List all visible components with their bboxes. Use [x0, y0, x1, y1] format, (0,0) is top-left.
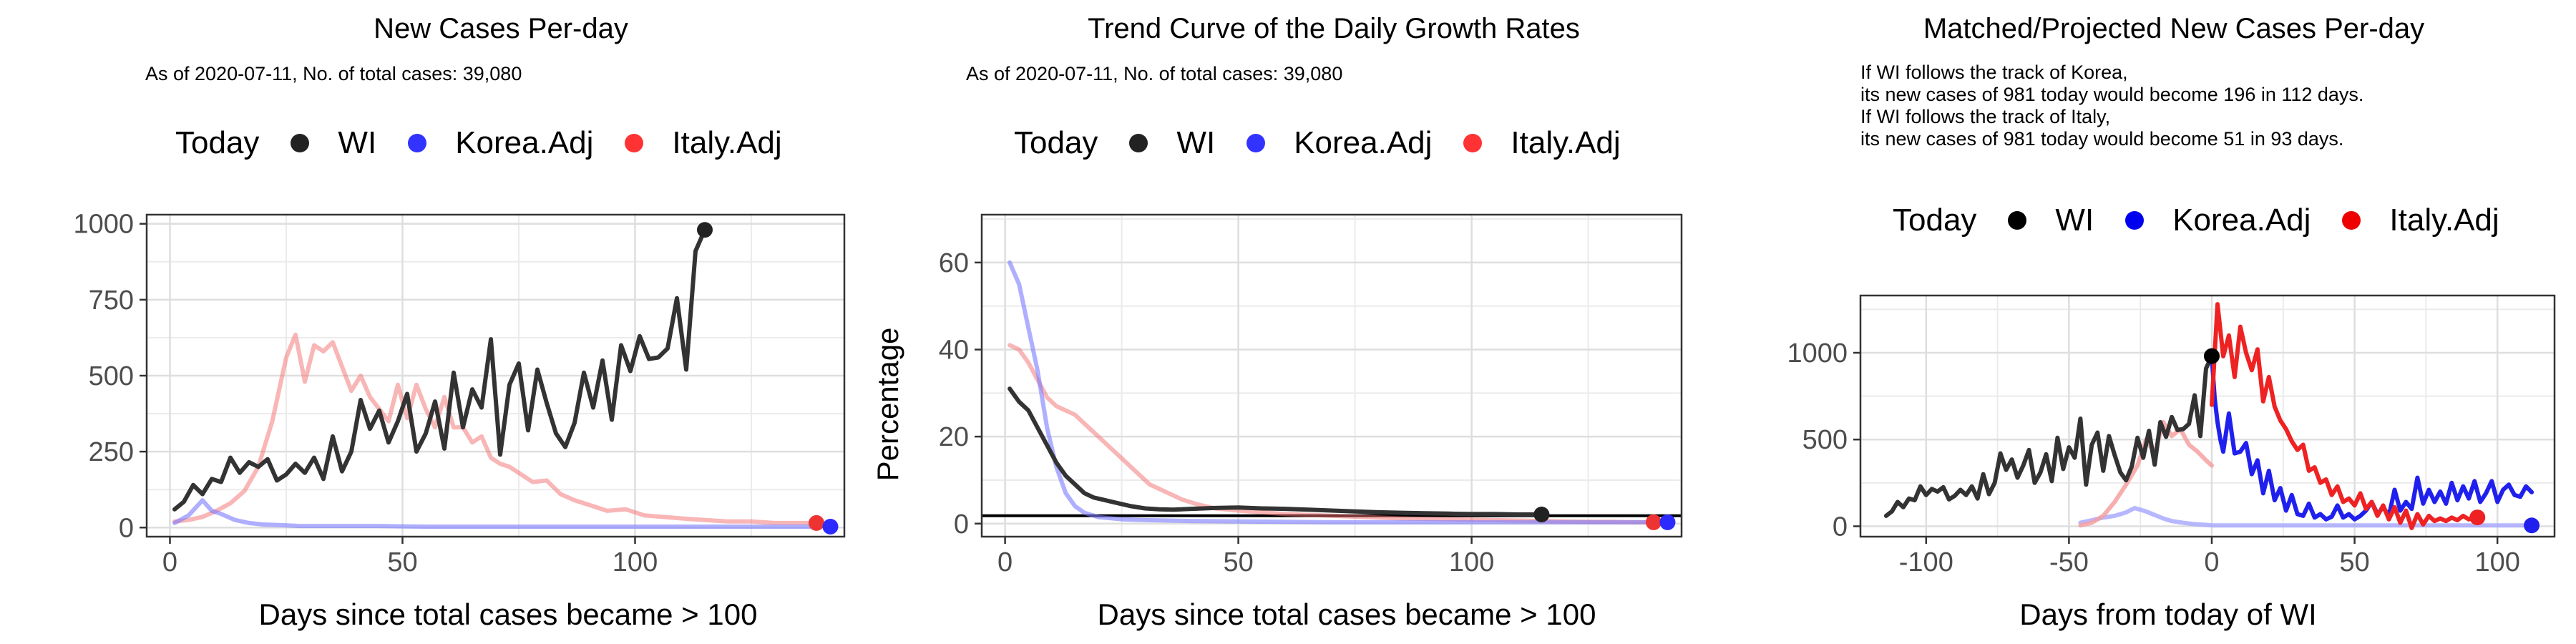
- x-tick-label: 0: [2204, 547, 2219, 577]
- annotation-line: If WI follows the track of Korea,: [1860, 62, 2128, 83]
- today-point-wi: [697, 222, 713, 238]
- legend-label-wi: WI: [338, 125, 377, 160]
- legend-item-wi: WI: [291, 125, 376, 161]
- legend-label-italy: Italy.Adj: [672, 125, 782, 160]
- series-group: [172, 228, 824, 529]
- series-group: [1883, 302, 2534, 530]
- legend-item-italy: Italy.Adj: [2342, 203, 2499, 238]
- series-line-italy-adj: [172, 332, 819, 525]
- today-point-italy-adj: [1645, 514, 1662, 530]
- legend-item-korea: Korea.Adj: [408, 125, 593, 161]
- chart-title: Trend Curve of the Daily Growth Rates: [1088, 13, 1580, 44]
- series-line-italy-adj: [1008, 343, 1656, 525]
- series-line-italy-adj: [2210, 302, 2480, 530]
- legend-label-wi: WI: [1176, 125, 1216, 160]
- y-tick-label: 0: [954, 509, 969, 540]
- y-tick-label: 500: [1802, 425, 1848, 455]
- y-tick-label: 250: [89, 437, 134, 467]
- legend-item-korea: Korea.Adj: [1246, 125, 1432, 161]
- series-line-korea-adj: [172, 498, 824, 529]
- legend-key-korea: [1246, 134, 1266, 152]
- y-tick-label: 40: [939, 336, 969, 366]
- legend-title: Today: [175, 125, 260, 160]
- x-tick-label: 100: [1449, 547, 1494, 577]
- x-tick-label: 100: [2474, 547, 2519, 577]
- legend-item-italy: Italy.Adj: [1463, 125, 1621, 161]
- legend-item-korea: Korea.Adj: [2125, 203, 2311, 238]
- legend-key-wi: [291, 134, 310, 152]
- y-tick-label: 0: [119, 513, 134, 543]
- x-tick-label: -100: [1899, 547, 1953, 577]
- legend-item-wi: WI: [1129, 125, 1215, 161]
- plot-border: [980, 213, 1683, 538]
- x-tick-label: -50: [2049, 547, 2089, 577]
- legend-title: Today: [1893, 203, 1977, 238]
- today-point-korea-adj: [822, 518, 839, 535]
- today-point-wi: [1533, 506, 1550, 522]
- legend-key-italy: [625, 134, 644, 152]
- legend-key-korea: [2125, 211, 2145, 230]
- y-tick-label: 60: [939, 248, 969, 278]
- legend-label-korea: Korea.Adj: [2172, 203, 2311, 238]
- y-tick-label: 1000: [1787, 338, 1848, 369]
- x-tick-label: 50: [2339, 547, 2369, 577]
- series-line-wi: [1883, 353, 2214, 518]
- legend-label-korea: Korea.Adj: [455, 125, 594, 160]
- y-tick-label: 1000: [73, 210, 134, 240]
- x-tick-label: 100: [613, 547, 658, 577]
- legend-title: Today: [1014, 125, 1098, 160]
- x-axis-label: Days from today of WI: [2019, 597, 2316, 631]
- x-axis-label: Days since total cases became > 100: [259, 597, 758, 631]
- chart-subtitle: As of 2020-07-11, No. of total cases: 39…: [966, 63, 1343, 84]
- legend-key-wi: [2008, 211, 2027, 230]
- legend-key-wi: [1129, 134, 1148, 152]
- x-axis-label: Days since total cases became > 100: [1098, 597, 1596, 631]
- annotation-line: its new cases of 981 today would become …: [1860, 84, 2364, 105]
- today-point-korea-adj: [2524, 517, 2540, 534]
- x-tick-label: 0: [997, 547, 1013, 577]
- today-point-italy-adj: [2469, 509, 2486, 526]
- legend-label-korea: Korea.Adj: [1294, 125, 1433, 160]
- annotation-line: its new cases of 981 today would become …: [1860, 128, 2344, 150]
- x-tick-label: 50: [387, 547, 417, 577]
- y-axis-label: Percentage: [871, 328, 904, 482]
- chart-annotation: If WI follows the track of Korea, its ne…: [1860, 62, 2363, 150]
- x-tick-label: 0: [162, 547, 177, 577]
- series-group: [1008, 260, 1670, 525]
- y-tick-label: 20: [939, 422, 969, 452]
- legend: Today WI Korea.Adj Italy.Adj: [1893, 203, 2531, 238]
- today-point-wi: [2203, 348, 2220, 364]
- chart-title: Matched/Projected New Cases Per-day: [1923, 13, 2425, 44]
- series-line-korea-adj: [1008, 260, 1670, 525]
- series-line-wi: [1008, 386, 1544, 517]
- series-line-wi: [172, 228, 707, 512]
- chart-title: New Cases Per-day: [374, 13, 628, 44]
- plot-border: [145, 213, 846, 538]
- y-tick-label: 500: [89, 361, 134, 391]
- plot-border: [1859, 294, 2556, 538]
- x-tick-label: 50: [1223, 547, 1253, 577]
- legend-item-italy: Italy.Adj: [625, 125, 782, 161]
- plot-panel-1: 0 50 100 0 20 40 60: [939, 213, 1683, 577]
- legend-key-italy: [2342, 211, 2361, 230]
- y-tick-label: 750: [89, 286, 134, 316]
- legend-key-korea: [408, 134, 427, 152]
- legend-item-wi: WI: [2008, 203, 2094, 238]
- legend-label-italy: Italy.Adj: [2389, 203, 2499, 238]
- annotation-line: If WI follows the track of Italy,: [1860, 106, 2111, 127]
- legend-label-wi: WI: [2055, 203, 2094, 238]
- chart-subtitle: As of 2020-07-11, No. of total cases: 39…: [145, 63, 522, 84]
- series-line-korea-adj: [2078, 506, 2534, 528]
- y-tick-label: 0: [1833, 512, 1848, 542]
- legend: Today WI Korea.Adj Italy.Adj: [175, 125, 814, 161]
- legend-label-italy: Italy.Adj: [1511, 125, 1621, 160]
- legend-key-italy: [1463, 134, 1483, 152]
- today-point-italy-adj: [809, 514, 824, 531]
- today-point-korea-adj: [1659, 514, 1676, 530]
- legend: Today WI Korea.Adj Italy.Adj: [1014, 125, 1652, 161]
